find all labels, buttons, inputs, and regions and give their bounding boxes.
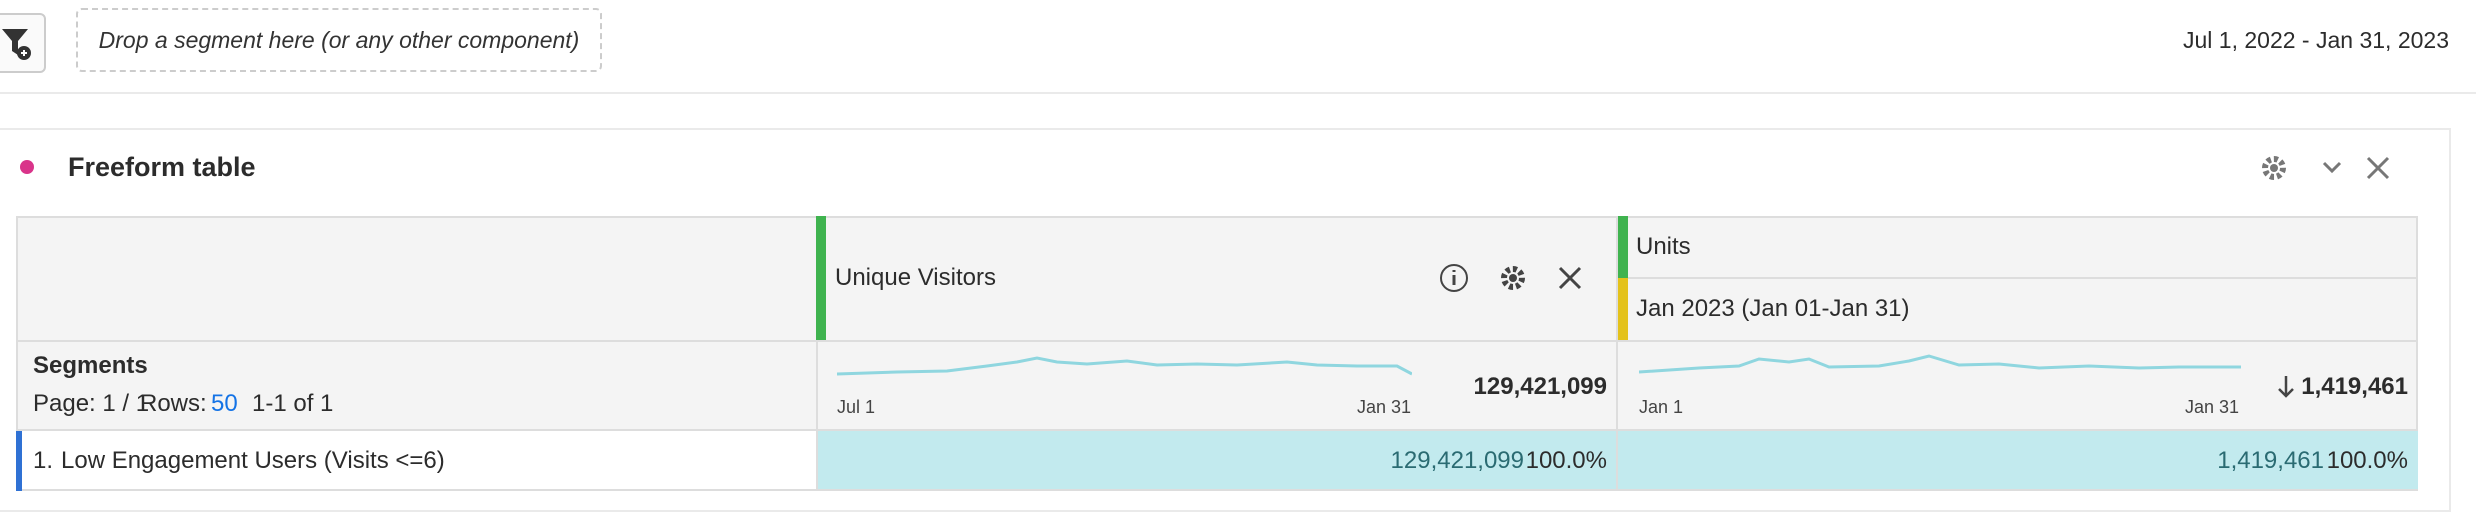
column-handle[interactable] — [1618, 216, 1628, 278]
drop-zone[interactable]: Drop a segment here (or any other compon… — [76, 8, 602, 72]
spark-end: Jan 31 — [2184, 397, 2239, 417]
range-info: 1-1 of 1 — [252, 390, 334, 417]
dimension-header: Segments — [33, 352, 148, 379]
sparkline — [1639, 354, 2241, 374]
panel-controls — [2262, 156, 2390, 180]
row-marker — [16, 431, 22, 491]
cell-percent: 100.0% — [1525, 447, 1607, 474]
panel-title: Freeform table — [68, 152, 256, 182]
filter-header[interactable]: Jan 2023 (Jan 01-Jan 31) — [1636, 295, 1910, 322]
toolbar — [0, 0, 2476, 94]
divider — [816, 340, 818, 491]
settings-icon[interactable] — [2262, 156, 2286, 180]
rows-label: Rows: — [140, 390, 207, 417]
rows-select[interactable]: 50 — [211, 390, 238, 417]
spark-start: Jul 1 — [837, 397, 876, 417]
cell-value: 129,421,099 — [1390, 447, 1524, 474]
table-header — [16, 216, 2418, 431]
panel-dot — [20, 160, 34, 174]
cell-value: 1,419,461 — [2217, 447, 2324, 474]
cell-fill — [818, 431, 2418, 489]
column-controls — [1440, 264, 1582, 292]
divider — [1616, 431, 1618, 489]
divider — [1616, 216, 1618, 491]
sparkline — [837, 356, 1412, 376]
settings-icon[interactable] — [1501, 266, 1525, 290]
divider — [16, 340, 2418, 342]
close-icon[interactable] — [2366, 156, 2390, 180]
column-handle[interactable] — [816, 216, 826, 340]
column-total: 129,421,099 — [1473, 373, 1607, 400]
collapse-icon[interactable] — [2322, 161, 2342, 174]
spark-end: Jan 31 — [1356, 397, 1411, 417]
metric-header[interactable]: Unique Visitors — [835, 264, 996, 291]
spark-start: Jan 1 — [1639, 397, 1684, 417]
metric-header[interactable]: Units — [1636, 233, 1691, 260]
date-range[interactable]: Jul 1, 2022 - Jan 31, 2023 — [2183, 27, 2449, 53]
cell-percent: 100.0% — [2326, 447, 2408, 474]
divider — [1618, 277, 2418, 279]
row-label[interactable]: Low Engagement Users (Visits <=6) — [61, 447, 445, 474]
filter-button[interactable] — [0, 13, 46, 73]
row-index: 1. — [33, 447, 54, 474]
info-icon[interactable] — [1440, 264, 1468, 292]
remove-icon[interactable] — [1558, 266, 1582, 290]
sort-icon[interactable] — [2276, 374, 2296, 400]
column-total: 1,419,461 — [2301, 373, 2408, 400]
page-info: Page: 1 / 1 — [33, 390, 150, 417]
filter-icon — [2, 29, 31, 60]
filter-handle[interactable] — [1618, 278, 1628, 340]
